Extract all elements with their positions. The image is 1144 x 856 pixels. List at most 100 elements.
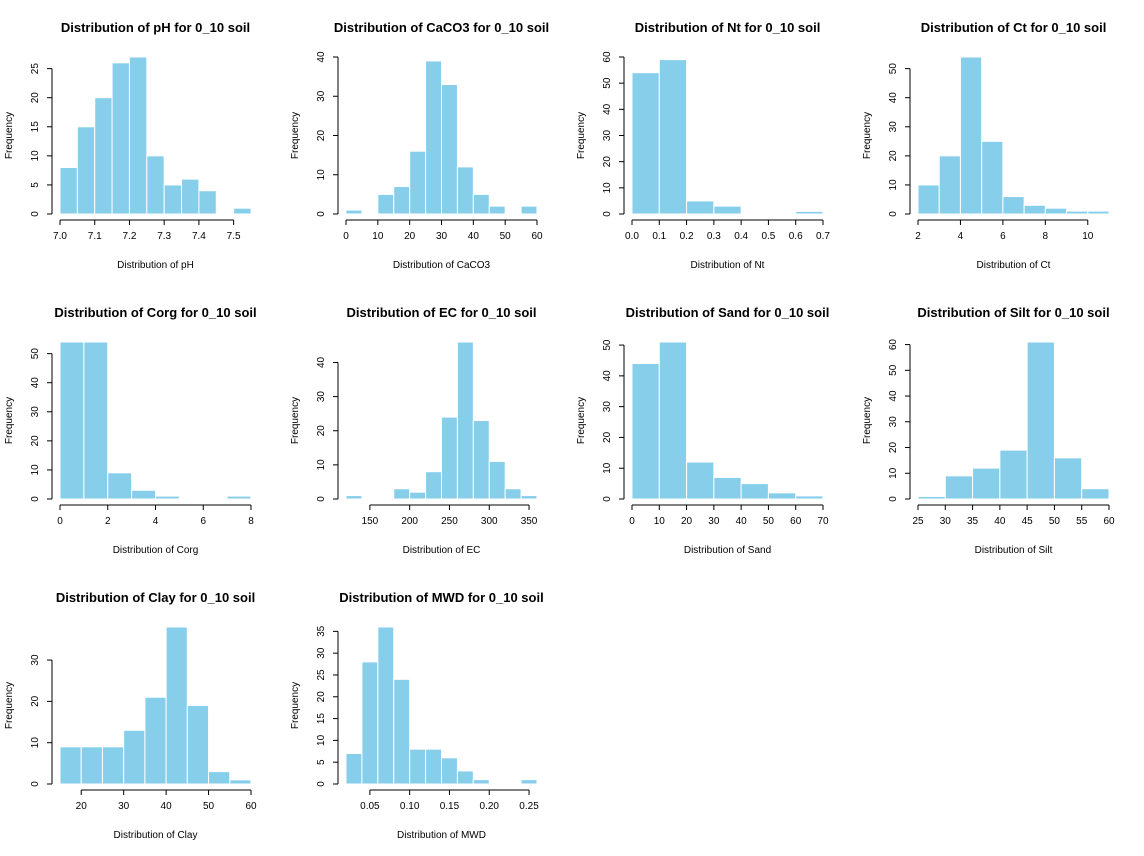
y-tick-label: 20 — [30, 435, 41, 447]
y-tick-label: 0 — [30, 496, 41, 502]
x-axis-label: Distribution of MWD — [397, 830, 486, 841]
x-tick-label: 250 — [441, 516, 458, 527]
histogram-bar — [972, 467, 1001, 500]
x-tick-label: 50 — [763, 516, 775, 527]
histogram-bar — [488, 460, 506, 500]
y-tick-label: 10 — [602, 462, 613, 474]
y-tick-label: 20 — [602, 431, 613, 443]
y-tick-label: 10 — [30, 464, 41, 476]
chart-title: Distribution of Corg for 0_10 soil — [54, 305, 256, 320]
y-tick-label: 0 — [602, 496, 613, 502]
histogram-bar — [229, 779, 252, 785]
histogram-bar — [658, 341, 688, 500]
histogram-bar — [1053, 457, 1083, 500]
x-axis-label: Distribution of Silt — [975, 545, 1053, 556]
histogram-bar — [409, 491, 427, 500]
x-axis-label: Distribution of Clay — [114, 830, 198, 841]
y-tick-label: 20 — [30, 695, 41, 707]
histogram-bar — [520, 779, 538, 785]
histogram-bar — [631, 72, 660, 215]
x-tick-label: 50 — [1049, 516, 1061, 527]
y-tick-label: 20 — [888, 150, 899, 162]
x-tick-label: 0 — [629, 516, 635, 527]
x-tick-label: 0.2 — [680, 231, 694, 242]
histogram-bar — [713, 205, 742, 215]
histogram-sand: Distribution of Sand for 0_10 soil 0 10 20 3… — [576, 305, 830, 556]
histogram-bar — [165, 626, 188, 785]
y-tick-label: 0 — [316, 496, 327, 502]
x-tick-label: 2 — [105, 516, 111, 527]
histogram-bar — [917, 184, 940, 215]
x-tick-label: 4 — [958, 231, 964, 242]
x-tick-label: 0.4 — [734, 231, 748, 242]
histogram-nt: Distribution of Nt for 0_10 soil 0.0 0.1 0.… — [576, 20, 830, 271]
y-tick-label: 5 — [316, 759, 327, 765]
y-tick-label: 40 — [888, 92, 899, 104]
x-tick-label: 7.5 — [227, 231, 241, 242]
x-tick-label: 40 — [161, 801, 173, 812]
histogram-bar — [658, 59, 688, 215]
y-tick-label: 0 — [316, 781, 327, 787]
y-tick-label: 10 — [316, 734, 327, 746]
histogram-bar — [107, 472, 133, 500]
histogram-bar — [377, 193, 395, 215]
histogram-bar — [1087, 210, 1110, 215]
y-tick-label: 10 — [30, 737, 41, 749]
y-tick-label: 0 — [316, 211, 327, 217]
histogram-bar — [111, 62, 130, 215]
x-tick-label: 50 — [500, 231, 512, 242]
y-tick-label: 30 — [30, 406, 41, 418]
y-tick-label: 50 — [888, 63, 899, 75]
histogram-bar — [131, 489, 156, 500]
histogram-bar — [1023, 204, 1046, 215]
y-tick-label: 30 — [316, 647, 327, 659]
x-tick-label: 0.0 — [625, 231, 639, 242]
x-tick-label: 25 — [912, 516, 924, 527]
histogram-bar — [80, 746, 103, 785]
histogram-ph: Distribution of pH for 0_10 soil 7.0 7.1 7.… — [4, 20, 252, 271]
histogram-bar — [59, 166, 78, 215]
x-tick-label: 0.6 — [789, 231, 803, 242]
histogram-clay: Distribution of Clay for 0_10 soil 20 30 40… — [4, 590, 257, 841]
x-tick-label: 20 — [76, 801, 88, 812]
chart-title: Distribution of Silt for 0_10 soil — [917, 305, 1109, 320]
y-axis-label: Frequency — [576, 397, 587, 444]
y-axis-label: Frequency — [4, 682, 15, 729]
y-tick-label: 0 — [888, 496, 899, 502]
histogram-bar — [795, 495, 824, 500]
histogram-bar — [233, 207, 252, 215]
x-tick-label: 60 — [1103, 516, 1115, 527]
histogram-bar — [123, 729, 146, 785]
y-tick-label: 0 — [30, 211, 41, 217]
y-tick-label: 25 — [316, 669, 327, 681]
histogram-bar — [686, 461, 715, 500]
y-tick-label: 30 — [602, 401, 613, 413]
x-tick-label: 0.5 — [761, 231, 775, 242]
histogram-bar — [456, 341, 474, 500]
x-tick-label: 0.1 — [652, 231, 666, 242]
chart-title: Distribution of Sand for 0_10 soil — [626, 305, 830, 320]
y-tick-label: 40 — [316, 51, 327, 63]
x-tick-label: 20 — [404, 231, 416, 242]
histogram-bar — [409, 748, 427, 785]
x-tick-label: 150 — [362, 516, 379, 527]
histogram-bar — [345, 752, 363, 785]
x-tick-label: 50 — [203, 801, 215, 812]
histogram-bar — [441, 83, 458, 215]
x-axis-label: Distribution of Corg — [113, 545, 199, 556]
histogram-bar — [377, 626, 395, 785]
histogram-bar — [425, 60, 442, 215]
chart-title: Distribution of MWD for 0_10 soil — [339, 590, 543, 605]
x-tick-label: 0 — [57, 516, 63, 527]
x-tick-label: 0.05 — [360, 801, 380, 812]
y-tick-label: 40 — [316, 356, 327, 368]
y-tick-label: 30 — [30, 654, 41, 666]
y-axis-label: Frequency — [862, 112, 873, 159]
x-tick-label: 10 — [654, 516, 666, 527]
y-tick-label: 15 — [316, 713, 327, 725]
y-tick-label: 15 — [30, 121, 41, 133]
x-tick-label: 6 — [1000, 231, 1006, 242]
x-tick-label: 8 — [1043, 231, 1049, 242]
y-axis-label: Frequency — [290, 397, 301, 444]
